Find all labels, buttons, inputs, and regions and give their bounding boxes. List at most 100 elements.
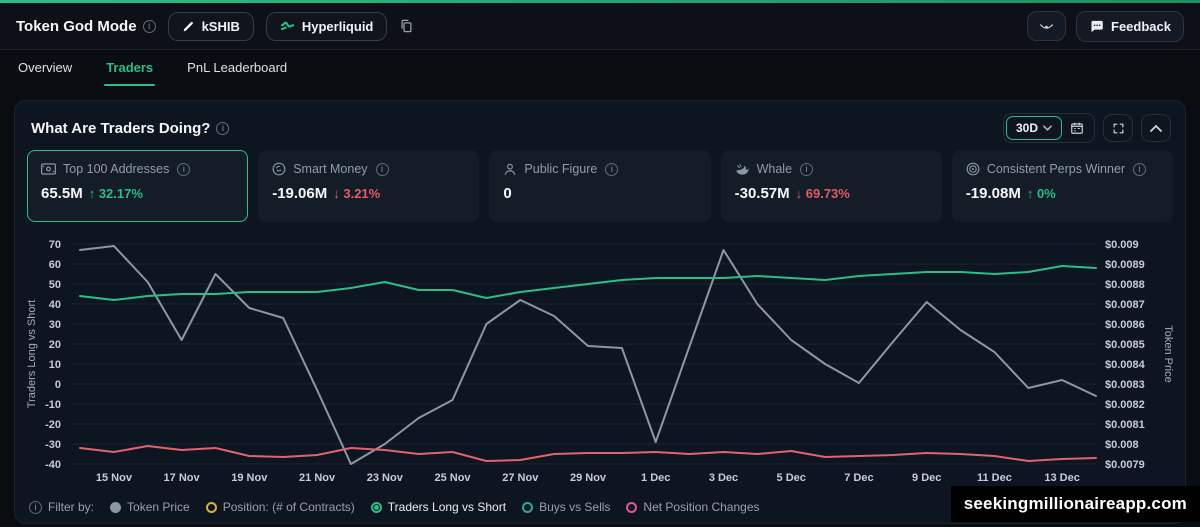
legend-item-label: Position: (# of Contracts) (222, 500, 355, 514)
stat-card-value: -19.06M (272, 185, 328, 202)
x-axis-label: 15 Nov (96, 472, 133, 484)
legend-item-traders-long-vs-short[interactable]: Traders Long vs Short (370, 500, 506, 514)
stat-card-label: Smart Money (293, 162, 368, 176)
y-axis-tick-label: 40 (49, 299, 61, 311)
stat-card-top-100-addresses[interactable]: Top 100 Addresses 65.5M ↑ 32.17% (27, 150, 249, 222)
platform-badge[interactable]: Hyperliquid (265, 11, 388, 41)
x-axis-label: 25 Nov (434, 472, 471, 484)
price-axis-tick-label: $0.009 (1105, 239, 1139, 251)
app-header: Token God Mode kSHIB Hyperliquid (0, 3, 1200, 50)
price-axis-tick-label: $0.0082 (1105, 399, 1145, 411)
calendar-button[interactable] (1062, 117, 1092, 139)
info-icon[interactable] (177, 162, 191, 176)
stat-card-value: -30.57M (734, 185, 790, 202)
info-icon[interactable] (216, 121, 230, 135)
price-axis-tick-label: $0.0081 (1105, 419, 1145, 431)
traders-activity-panel: What Are Traders Doing? 30D (14, 100, 1186, 524)
panel-header: What Are Traders Doing? 30D (31, 113, 1171, 143)
y-axis-tick-label: 50 (49, 279, 61, 291)
stat-card-consistent-perps-winner[interactable]: Consistent Perps Winner -19.08M ↑ 0% (951, 150, 1174, 222)
price-axis-tick-label: $0.0088 (1105, 279, 1145, 291)
stat-card-change: ↓ 3.21% (333, 186, 381, 201)
info-icon[interactable] (1133, 162, 1147, 176)
smart-money-icon (272, 162, 286, 176)
fullscreen-icon (1113, 123, 1123, 133)
legend-item-buys-vs-sells[interactable]: Buys vs Sells (522, 500, 610, 514)
tab-pnl-leaderboard[interactable]: PnL Leaderboard (187, 59, 288, 75)
series-line-traders-long-vs-short (79, 245, 1097, 465)
range-selector-value: 30D (1015, 121, 1038, 135)
info-icon[interactable] (142, 19, 156, 33)
page-title: Token God Mode (16, 17, 137, 35)
stat-card-smart-money[interactable]: Smart Money -19.06M ↓ 3.21% (258, 150, 480, 222)
pencil-icon (183, 21, 193, 31)
platform-badge-label: Hyperliquid (301, 18, 374, 34)
x-axis-label: 23 Nov (367, 472, 404, 484)
price-axis-tick-label: $0.0083 (1105, 379, 1145, 391)
x-axis-label: 5 Dec (777, 472, 806, 484)
y-axis-tick-label: 20 (49, 339, 61, 351)
token-badge-label: kSHIB (201, 18, 240, 34)
panel-title: What Are Traders Doing? (31, 119, 211, 137)
hyperliquid-logo-icon (280, 21, 295, 30)
price-axis-tick-label: $0.0079 (1105, 459, 1145, 471)
legend-item-token-price[interactable]: Token Price (110, 500, 190, 514)
x-axis-label: 27 Nov (502, 472, 539, 484)
tab-traders[interactable]: Traders (104, 51, 156, 86)
stat-card-value: 0 (503, 185, 512, 202)
traders-chart[interactable]: 70 $0.009 60 $0.0089 50 $0.0088 40 $0.0087 30 $0.… (15, 229, 1187, 487)
x-axis-label: 21 Nov (299, 472, 336, 484)
legend-item-label: Token Price (127, 500, 190, 514)
calendar-icon (1071, 122, 1083, 134)
info-icon[interactable] (605, 162, 619, 176)
x-axis-label: 17 Nov (164, 472, 201, 484)
fullscreen-button[interactable] (1103, 114, 1133, 142)
price-axis-tick-label: $0.0089 (1105, 259, 1145, 271)
y-axis-tick-label: 0 (55, 379, 61, 391)
right-axis-title: Token Price (1162, 325, 1174, 382)
y-axis-tick-label: -20 (45, 419, 61, 431)
stat-card-label: Public Figure (524, 162, 598, 176)
info-icon[interactable] (800, 162, 814, 176)
stat-card-whale[interactable]: Whale -30.57M ↓ 69.73% (720, 150, 942, 222)
info-icon (29, 500, 42, 514)
collapse-button[interactable] (1141, 114, 1171, 142)
info-icon[interactable] (375, 162, 389, 176)
price-axis-tick-label: $0.0084 (1105, 359, 1146, 371)
price-axis-tick-label: $0.0087 (1105, 299, 1145, 311)
feedback-bubble-icon (1091, 20, 1103, 32)
date-range-group: 30D (1002, 113, 1095, 143)
token-badge[interactable]: kSHIB (167, 11, 254, 41)
tab-bar: Overview Traders PnL Leaderboard (0, 50, 1200, 86)
whale-icon (735, 163, 750, 176)
stat-card-public-figure[interactable]: Public Figure 0 (489, 150, 711, 222)
stat-card-change: ↓ 69.73% (795, 186, 850, 201)
stat-card-value: -19.08M (965, 185, 1021, 202)
radio-icon (205, 501, 217, 513)
feedback-button[interactable]: Feedback (1076, 10, 1184, 42)
range-selector-dropdown[interactable]: 30D (1005, 116, 1062, 140)
y-axis-tick-label: -30 (45, 439, 61, 451)
radio-icon (370, 501, 382, 513)
y-axis-tick-label: -10 (45, 399, 61, 411)
chart-filter-legend: Filter by: Token Price Position: (# of C… (29, 500, 760, 514)
x-axis-label: 7 Dec (844, 472, 873, 484)
stat-card-label: Top 100 Addresses (63, 162, 170, 176)
radio-icon (110, 501, 122, 513)
watch-button[interactable] (1027, 11, 1067, 41)
x-axis-label: 3 Dec (709, 472, 738, 484)
y-axis-tick-label: 10 (49, 359, 61, 371)
copy-icon (401, 19, 412, 33)
copy-address-button[interactable] (399, 18, 414, 34)
radio-icon (522, 501, 534, 513)
series-line-token-price (79, 265, 1097, 301)
tab-overview[interactable]: Overview (18, 59, 73, 75)
legend-item-position-of-contracts[interactable]: Position: (# of Contracts) (205, 500, 355, 514)
legend-item-net-position-changes[interactable]: Net Position Changes (626, 500, 760, 514)
feedback-button-label: Feedback (1111, 18, 1171, 34)
top-accent-strip (0, 0, 1200, 3)
left-axis-title: Traders Long vs Short (26, 300, 38, 408)
legend-items: Token Price Position: (# of Contracts) T… (110, 500, 760, 514)
x-axis-label: 29 Nov (570, 472, 607, 484)
y-axis-tick-label: 70 (49, 239, 61, 251)
